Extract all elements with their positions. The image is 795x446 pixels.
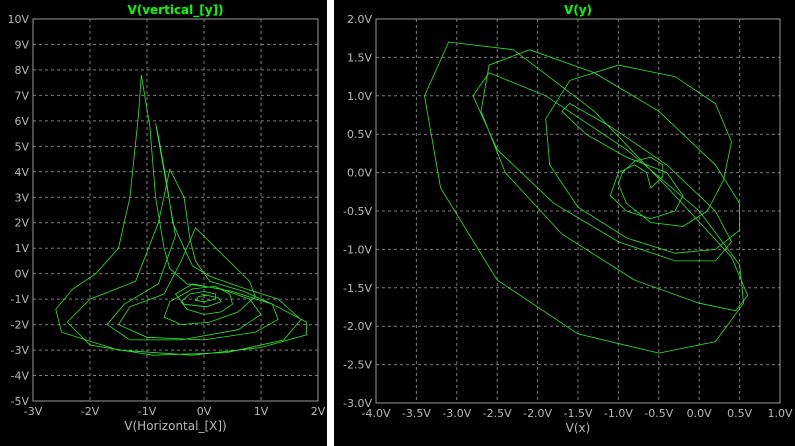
y-tick-label: -2V [11,319,30,332]
plot-title: V(vertical_[y]) [127,3,223,18]
y-tick-label: -2.5V [343,359,372,372]
y-tick-label: 9V [14,38,29,51]
y-tick-label: -5V [11,395,30,408]
x-tick-label: -1.0V [604,407,633,420]
y-tick-label: 1V [14,242,29,255]
left-plot-panel: V(vertical_[y]) -3V -2V -1V 0V 1V 2V 10V 9V 8V 7V 6… [0,0,327,446]
y-tick-label: 0.0V [347,167,372,180]
x-tick-label: -2.5V [483,407,512,420]
x-axis-label: V(x) [566,421,591,435]
x-tick-label: -2.0V [523,407,552,420]
x-tick-label: 0.0V [687,407,712,420]
y-tick-label: 1.5V [347,51,372,64]
x-tick-label: -1.5V [564,407,593,420]
y-tick-label: -3V [11,344,30,357]
x-tick-label: -2V [81,405,100,418]
left-plot: V(vertical_[y]) -3V -2V -1V 0V 1V 2V 10V 9V 8V 7V 6… [7,3,326,433]
x-tick-label: 1V [254,405,269,418]
series-trace [424,41,749,354]
y-tick-label: -4V [11,370,30,383]
series-trace [55,74,308,356]
y-tick-label: 2V [14,217,29,230]
plot-frame [375,18,781,404]
x-tick-label: 0.5V [727,407,752,420]
y-tick-label: 7V [14,89,29,102]
y-tick-label: -1.0V [343,243,372,256]
x-tick-label: -1V [138,405,157,418]
x-tick-label: -3V [24,405,43,418]
y-tick-label: -3.0V [343,397,372,410]
y-tick-label: 8V [14,64,29,77]
plot-title: V(y) [564,3,592,17]
y-tick-label: -0.5V [343,205,372,218]
x-tick-label: -3.5V [402,407,431,420]
y-tick-label: -2.0V [343,320,372,333]
y-tick-label: 4V [14,166,29,179]
y-tick-label: 3V [14,191,29,204]
x-tick-label: 0V [197,405,212,418]
y-tick-label: 0V [14,268,29,281]
x-tick-label: -3.0V [442,407,471,420]
right-plot-panel: V(y) -4.0V -3.5V -3.0V -2.5V -2.0V -1.5V -1.0V -… [334,0,795,446]
x-tick-label: 1.0V [767,407,792,420]
x-tick-label: 2V [311,405,326,418]
y-tick-label: 2.0V [347,13,372,26]
x-axis-label: V(Horizontal_[X]) [124,419,226,433]
y-tick-label: 6V [14,115,29,128]
x-tick-label: -0.5V [644,407,673,420]
y-tick-label: -1V [11,293,30,306]
y-tick-label: 0.5V [347,128,372,141]
y-tick-label: 10V [7,13,29,26]
x-tick-label: -4.0V [362,407,391,420]
y-tick-label: 1.0V [347,90,372,103]
y-tick-label: -1.5V [343,282,372,295]
plot-frame [32,18,319,402]
y-tick-label: 5V [14,140,29,153]
right-plot: V(y)-4.0V -3.5V -3.0V -2.5V -2.0V -1.5V -1.0V -… [343,3,793,435]
